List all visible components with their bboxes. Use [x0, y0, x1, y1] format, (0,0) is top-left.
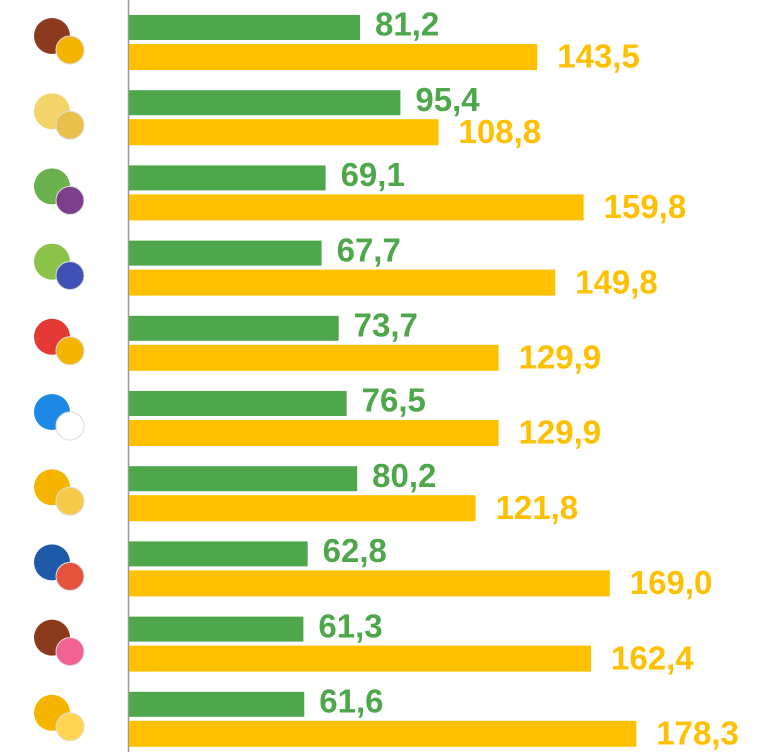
value-label: 129,9	[519, 339, 602, 376]
category-icon	[34, 394, 85, 441]
category-icon	[34, 694, 85, 742]
icon-shape	[55, 261, 85, 291]
value-label: 159,8	[604, 188, 687, 225]
icon-shape	[55, 561, 85, 591]
bar	[129, 720, 637, 747]
value-label: 162,4	[611, 639, 694, 676]
value-label: 121,8	[496, 489, 579, 526]
value-label: 80,2	[372, 457, 436, 494]
category-icon	[34, 619, 85, 667]
icon-shape	[55, 185, 85, 215]
category-icon	[34, 318, 85, 366]
category-icon	[34, 544, 85, 591]
icon-shape	[55, 411, 85, 441]
bar	[129, 165, 326, 191]
value-label: 61,6	[319, 683, 383, 720]
bar	[129, 44, 538, 70]
bar	[129, 269, 556, 296]
value-label: 62,8	[323, 532, 387, 569]
bar	[129, 240, 322, 266]
icon-shape	[55, 110, 85, 140]
bar	[129, 541, 308, 567]
value-label: 169,0	[630, 564, 713, 601]
icon-shape	[55, 637, 85, 667]
value-label: 143,5	[557, 38, 640, 75]
bar	[129, 90, 401, 116]
category-icon	[34, 243, 85, 291]
value-label: 61,3	[318, 607, 382, 644]
category-icon	[34, 469, 85, 516]
value-label: 178,3	[656, 715, 739, 752]
category-icon	[34, 18, 85, 65]
bar	[129, 691, 305, 717]
bar	[129, 495, 476, 522]
value-label: 69,1	[341, 156, 405, 193]
bar	[129, 119, 439, 146]
bar	[129, 194, 584, 221]
value-label: 95,4	[415, 81, 480, 118]
bar	[129, 570, 610, 597]
value-label: 67,7	[337, 231, 401, 268]
category-icon	[34, 168, 85, 215]
bar	[129, 616, 304, 642]
bar	[129, 466, 358, 492]
bar	[129, 315, 339, 341]
bar	[129, 391, 347, 416]
value-label: 129,9	[519, 414, 602, 451]
value-label: 76,5	[362, 382, 426, 419]
bar	[129, 344, 499, 371]
icon-shape	[55, 712, 85, 742]
category-icon	[34, 93, 85, 140]
icon-shape	[55, 486, 85, 516]
bar	[129, 420, 499, 446]
value-label: 73,7	[354, 307, 418, 344]
bar	[129, 15, 361, 40]
icon-shape	[55, 35, 85, 65]
value-label: 81,2	[375, 6, 439, 43]
icon-shape	[55, 336, 85, 366]
bar	[129, 645, 592, 672]
value-label: 149,8	[575, 263, 658, 300]
value-label: 108,8	[459, 113, 542, 150]
